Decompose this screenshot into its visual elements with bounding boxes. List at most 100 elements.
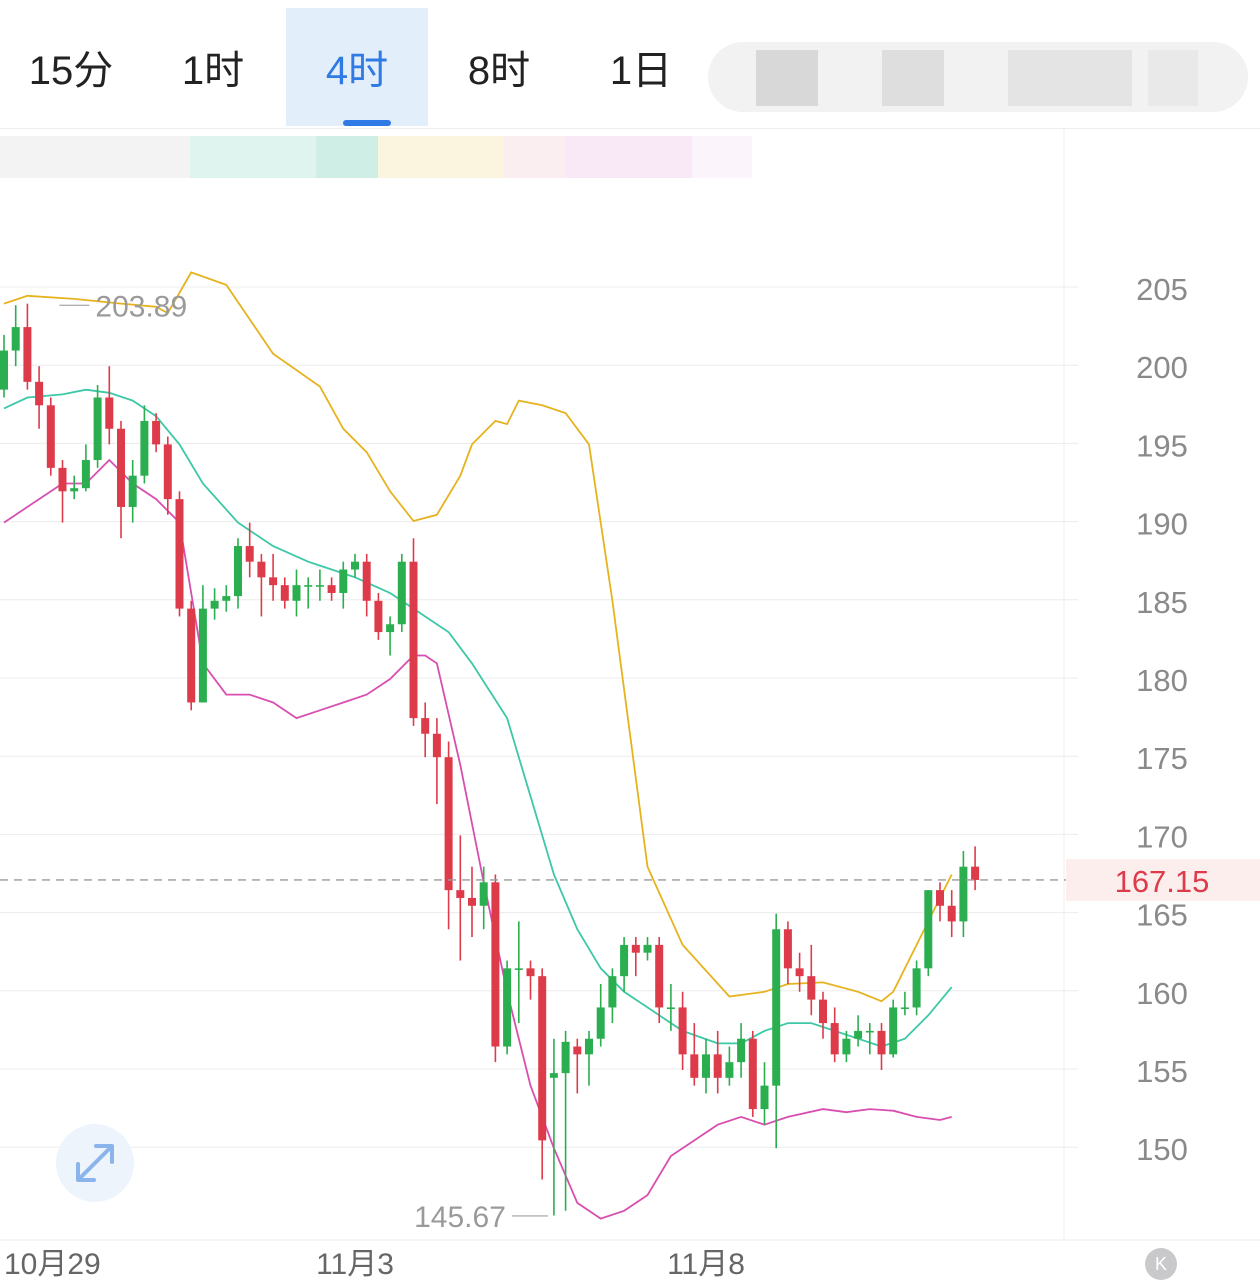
candle (643, 937, 652, 961)
candle (35, 366, 44, 429)
time-axis: 10月29 11月3 11月8 (0, 1239, 1260, 1281)
candle-body (432, 733, 441, 758)
y-tick-label: 160 (1136, 976, 1188, 1011)
candle-body (292, 585, 301, 601)
candle (105, 366, 114, 445)
candle (620, 937, 629, 992)
candle-body (46, 405, 55, 468)
candle-body (81, 460, 90, 489)
candle (93, 384, 102, 468)
candle-body (549, 1073, 558, 1078)
y-tick-label: 190 (1136, 507, 1188, 542)
mid-band-line (3, 388, 953, 1048)
candle (269, 553, 278, 601)
candle (222, 585, 231, 612)
candle (386, 616, 395, 656)
candle-body (585, 1038, 593, 1055)
candle (760, 1062, 769, 1125)
redacted-toolbar-area (708, 42, 1248, 112)
candle-body (760, 1085, 769, 1110)
candle-body (503, 968, 512, 1047)
candle-body (0, 350, 8, 390)
y-tick-label: 170 (1136, 819, 1188, 854)
candlestick-chart[interactable]: 205 200 195 190 185 180 175 170 165 160 155 150 167… (0, 128, 1260, 1281)
candle-body (725, 1062, 734, 1078)
candle (70, 475, 79, 500)
candle (713, 1030, 722, 1094)
candle (783, 921, 792, 984)
candle-body (561, 1041, 570, 1074)
tab-1day[interactable]: 1日 (609, 49, 673, 93)
candle (655, 937, 664, 1024)
tab-8hour[interactable]: 8时 (467, 49, 531, 93)
last-price-label: 167.15 (1115, 864, 1210, 899)
candle (865, 1023, 874, 1055)
tab-4hour[interactable]: 4时 (286, 8, 428, 126)
tab-15min[interactable]: 15分 (28, 49, 114, 93)
candles (0, 303, 980, 1216)
expand-button[interactable] (56, 1124, 134, 1202)
candle-body (140, 420, 149, 476)
candle (900, 991, 909, 1016)
candle (327, 577, 336, 601)
candle-body (70, 488, 79, 492)
min-price-label: 145.67 (414, 1201, 506, 1234)
price-axis: 205 200 195 190 185 180 175 170 165 160 155 150 (1136, 272, 1188, 1167)
candle-body (900, 1007, 909, 1010)
candle (842, 1030, 851, 1063)
candle-body (397, 561, 406, 625)
candle (128, 460, 137, 523)
candle-body (854, 1030, 863, 1039)
candle (666, 983, 675, 1031)
x-tick-label: 11月3 (316, 1248, 394, 1281)
candle (503, 960, 512, 1055)
candle-body (807, 976, 816, 1000)
candle-body (819, 999, 827, 1024)
y-tick-label: 195 (1136, 428, 1188, 463)
candle (198, 585, 207, 703)
candle (374, 592, 383, 640)
candle-body (573, 1046, 582, 1055)
candle (596, 983, 605, 1047)
y-tick-label: 205 (1136, 272, 1188, 307)
x-tick-label: 11月8 (667, 1248, 745, 1281)
candle (292, 569, 301, 617)
candle (608, 968, 617, 1024)
candle (819, 991, 827, 1039)
candle-body (666, 1007, 675, 1010)
candle-body (23, 327, 32, 382)
y-tick-label: 155 (1136, 1054, 1188, 1089)
candle (175, 491, 184, 617)
candle (245, 522, 254, 578)
interval-tab-bar: 15分 1时 4时 8时 1日 (0, 0, 1260, 129)
candle-body (444, 757, 453, 891)
candle (947, 890, 956, 938)
candle (210, 588, 219, 620)
candle (257, 553, 266, 617)
candle (58, 460, 67, 523)
expand-arrows-icon (76, 1144, 114, 1182)
candle (421, 702, 430, 758)
candle (725, 1046, 734, 1086)
candle (854, 1015, 863, 1047)
candle (81, 444, 90, 492)
candle (362, 553, 371, 617)
candle (456, 835, 465, 961)
candle (46, 397, 55, 476)
candle-body (234, 546, 242, 597)
candle (304, 577, 313, 609)
candle-body (386, 624, 395, 633)
lower-band-line (3, 458, 952, 1220)
x-tick-label: 10月29 (4, 1248, 101, 1281)
last-price-badge (1066, 858, 1260, 901)
candle (397, 553, 406, 633)
candle (772, 913, 781, 1149)
candle-body (304, 585, 313, 587)
active-tab-indicator (343, 120, 391, 126)
candle (444, 741, 453, 930)
candle (678, 991, 687, 1070)
tab-1hour[interactable]: 1时 (181, 49, 245, 93)
candle (351, 553, 359, 578)
candle-body (163, 444, 172, 500)
candle (234, 538, 242, 609)
